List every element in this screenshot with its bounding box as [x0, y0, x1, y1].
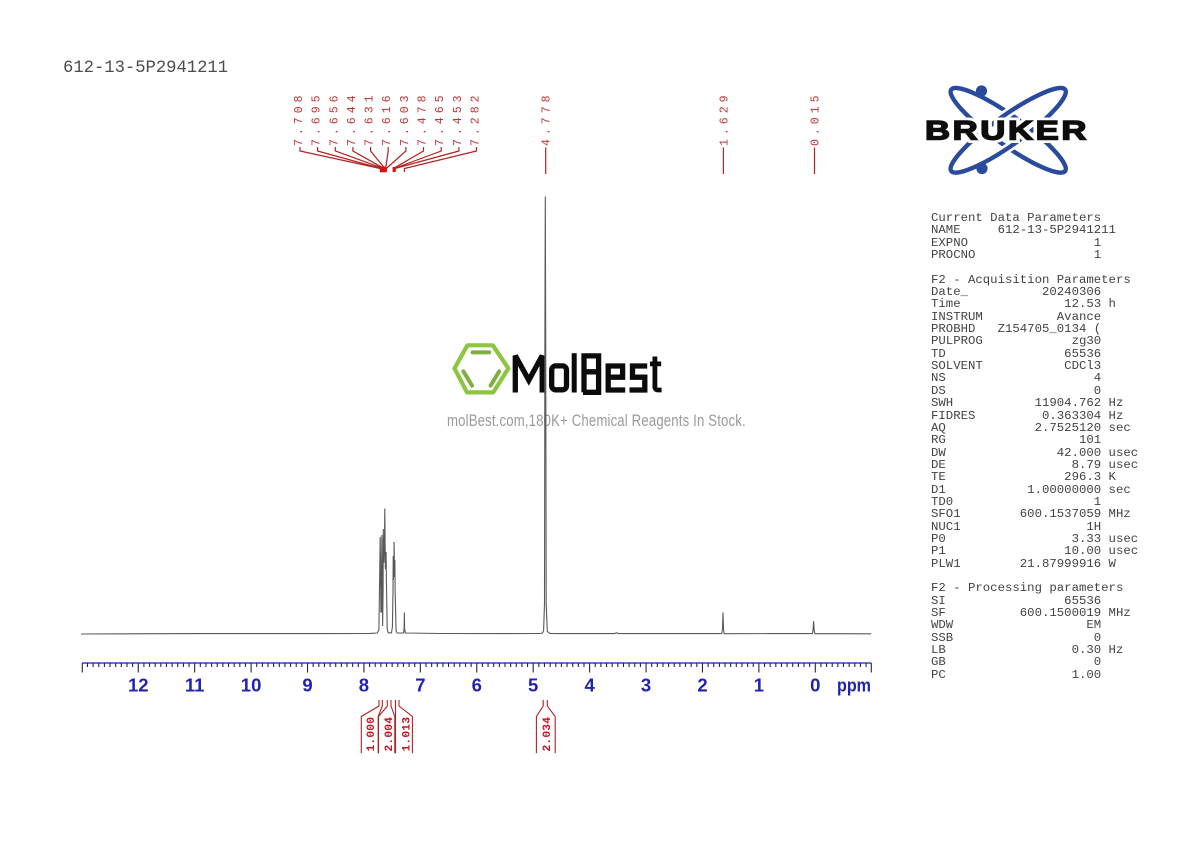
svg-text:7.453: 7.453: [452, 91, 465, 146]
svg-text:BRUKER: BRUKER: [925, 116, 1089, 146]
svg-text:12: 12: [128, 675, 149, 696]
svg-text:7: 7: [415, 675, 425, 696]
svg-text:ppm: ppm: [837, 675, 871, 696]
svg-text:10: 10: [241, 675, 262, 696]
svg-text:7.656: 7.656: [328, 91, 341, 146]
svg-text:5: 5: [528, 675, 538, 696]
svg-text:7.631: 7.631: [364, 91, 377, 146]
svg-text:1: 1: [754, 675, 764, 696]
svg-text:0.015: 0.015: [810, 91, 823, 146]
svg-text:7.282: 7.282: [470, 91, 483, 146]
svg-text:0: 0: [810, 675, 820, 696]
svg-text:7.708: 7.708: [293, 91, 306, 146]
svg-text:9: 9: [302, 675, 312, 696]
svg-text:BRUKER: BRUKER: [925, 116, 1089, 146]
svg-text:1.629: 1.629: [718, 91, 731, 146]
svg-text:7.603: 7.603: [399, 91, 412, 146]
svg-text:1.013: 1.013: [401, 717, 413, 752]
svg-text:2.004: 2.004: [384, 717, 396, 752]
svg-text:6: 6: [472, 675, 482, 696]
svg-text:1.000: 1.000: [366, 717, 378, 752]
svg-text:2.034: 2.034: [542, 717, 554, 752]
svg-text:7.478: 7.478: [417, 91, 430, 146]
svg-text:7.695: 7.695: [311, 91, 324, 146]
svg-text:11: 11: [185, 675, 205, 696]
svg-text:8: 8: [359, 675, 369, 696]
svg-text:4: 4: [584, 675, 595, 696]
svg-text:4.778: 4.778: [541, 91, 554, 146]
svg-text:3: 3: [641, 675, 651, 696]
svg-text:7.465: 7.465: [434, 91, 447, 146]
svg-text:2: 2: [697, 675, 707, 696]
svg-text:7.616: 7.616: [381, 91, 394, 146]
svg-text:7.644: 7.644: [346, 91, 359, 146]
